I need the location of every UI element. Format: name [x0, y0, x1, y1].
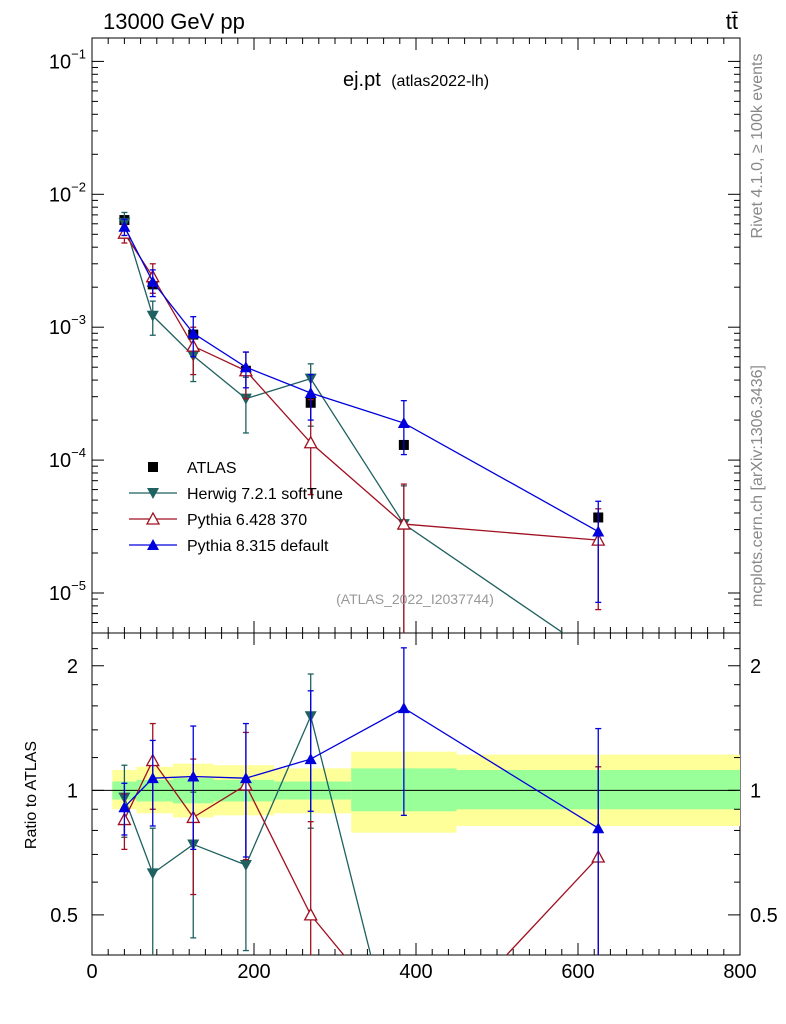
mcplots-label: mcplots.cern.ch [arXiv:1306.3436] [749, 365, 766, 607]
energy-label: 13000 GeV pp [103, 9, 245, 34]
main-point-pythia8 [397, 417, 410, 429]
ratio-y-tick-label-right: 2 [750, 656, 761, 678]
x-tick-label: 400 [399, 961, 432, 983]
ratio-y-tick-label-right: 1 [750, 780, 761, 802]
x-tick-label: 200 [237, 961, 270, 983]
main-series-group [117, 211, 606, 663]
y-tick-label-exp: −1 [71, 46, 86, 61]
ratio-line-herwig [123, 714, 372, 955]
y-tick-label-exp: −5 [71, 578, 86, 593]
ratio-y-tick-label: 0.5 [50, 905, 78, 927]
main-point-herwig [592, 652, 604, 663]
x-tick-label: 0 [86, 961, 97, 983]
legend-marker-herwig [147, 488, 159, 499]
plot-title: ej.pt (atlas2022-lh) [343, 69, 489, 91]
y-tick-label-base: 10 [49, 51, 71, 73]
main-series-pythia8 [118, 218, 605, 604]
ratio-line-pythia6 [123, 759, 599, 955]
data-series [117, 211, 606, 980]
plot-title-sub: (atlas2022-lh) [391, 73, 489, 90]
axis-ticks: 10−510−410−310−210−10.5 0.51 12 20 200 400 600… [49, 38, 778, 983]
legend-label-atlas: ATLAS [187, 460, 237, 477]
ratio-point-pythia8 [592, 822, 605, 834]
legend-label-pythia8: Pythia 8.315 default [187, 538, 329, 555]
ratio-series-pythia8 [118, 647, 605, 955]
main-point-pythia8 [304, 386, 317, 398]
process-label: tt̄ [726, 9, 738, 34]
main-point-pythia6 [396, 516, 411, 530]
ratio-point-pythia6 [353, 968, 365, 979]
ratio-point-pythia6 [483, 968, 495, 979]
y-tick-label-base: 10 [49, 450, 71, 472]
y-tick-label-base: 10 [49, 583, 71, 605]
ratio-series-herwig [118, 673, 382, 980]
legend-label-pythia6: Pythia 6.428 370 [187, 512, 307, 529]
y-tick-label-exp: −4 [71, 445, 86, 460]
ratio-y-tick-label-right: 0.5 [750, 905, 778, 927]
plot-title-main: ej.pt [343, 69, 381, 91]
ratio-series-group [117, 647, 606, 980]
y-tick-label-base: 10 [49, 317, 71, 339]
ratio-point-pythia8 [187, 770, 200, 782]
ratio-point-herwig [239, 860, 252, 872]
main-point-pythia8 [146, 275, 159, 287]
ratio-point-pythia8 [146, 772, 159, 784]
legend-marker-atlas [148, 462, 158, 472]
main-point-pythia8 [239, 361, 252, 373]
y-tick-label-exp: −3 [71, 312, 86, 327]
x-tick-label: 600 [561, 961, 594, 983]
main-point-herwig [146, 310, 159, 322]
y-tick-label-exp: −2 [71, 179, 86, 194]
main-point-pythia8 [118, 220, 131, 232]
ratio-point-pythia6 [303, 907, 318, 921]
y-tick-label-base: 10 [49, 184, 71, 206]
ratio-point-pythia8 [304, 753, 317, 765]
legend-marker-pythia8 [147, 539, 159, 550]
ratio-y-tick-label: 1 [67, 780, 78, 802]
ratio-y-label: Ratio to ATLAS [23, 741, 40, 849]
y-tick-label: 10−4 [49, 445, 86, 472]
y-tick-label: 10−1 [49, 46, 86, 73]
analysis-watermark: (ATLAS_2022_I2037744) [336, 591, 494, 607]
y-tick-label: 10−2 [49, 179, 86, 206]
rivet-label: Rivet 4.1.0, ≥ 100k events [749, 54, 766, 239]
ratio-point-pythia8 [239, 772, 252, 784]
legend: ATLAS Herwig 7.2.1 softTune Pythia 6.428 3… [129, 460, 343, 555]
y-tick-label: 10−5 [49, 578, 86, 605]
y-tick-label: 10−3 [49, 312, 86, 339]
main-point-pythia8 [592, 525, 605, 537]
ratio-point-herwig [370, 969, 382, 980]
main-point-pythia8 [187, 327, 200, 339]
legend-marker-pythia6 [145, 511, 161, 525]
main-point-pythia6 [303, 435, 318, 449]
ratio-y-tick-label: 2 [67, 656, 78, 678]
legend-label-herwig: Herwig 7.2.1 softTune [187, 486, 343, 503]
ratio-point-pythia8 [397, 702, 410, 714]
ratio-point-herwig [146, 868, 159, 880]
x-tick-label: 800 [723, 961, 756, 983]
ratio-point-pythia8 [118, 801, 131, 813]
